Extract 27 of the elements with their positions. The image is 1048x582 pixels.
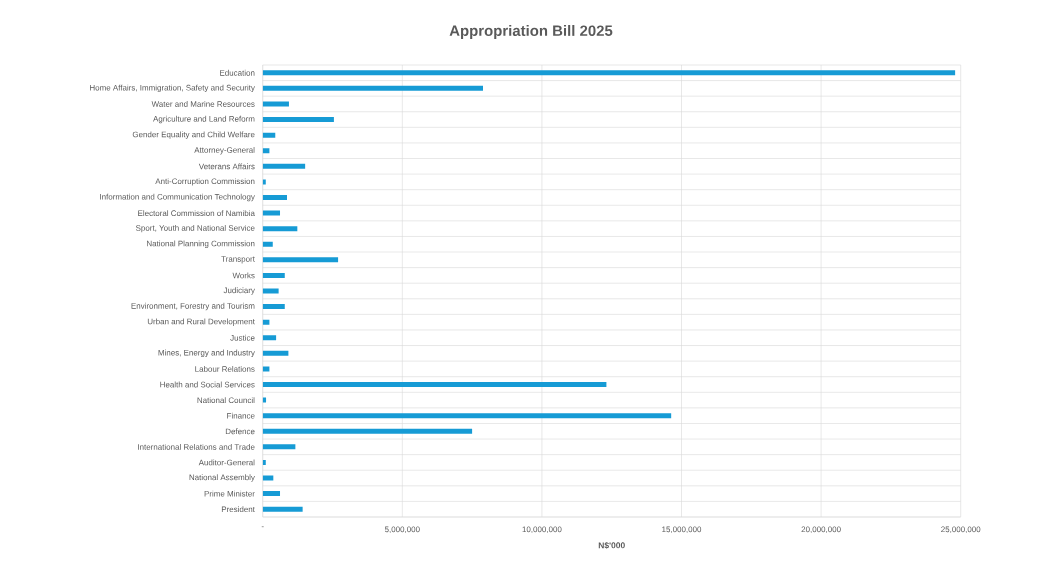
bar (262, 304, 285, 310)
bar (262, 272, 285, 278)
x-axis-title: N$'000 (598, 541, 625, 549)
bar (262, 226, 298, 232)
bar (262, 194, 287, 200)
bar (262, 382, 607, 388)
bar (262, 210, 281, 216)
bar (262, 70, 956, 76)
bar (262, 132, 276, 138)
bar (262, 288, 279, 294)
bar (262, 241, 273, 247)
chart-title: Appropriation Bill 2025 (449, 25, 613, 39)
bar (262, 444, 296, 450)
bar (262, 335, 277, 341)
bar (262, 117, 334, 123)
bar (262, 428, 473, 434)
bar (262, 413, 672, 419)
bar (262, 163, 306, 169)
bar (262, 350, 289, 356)
bar (262, 459, 266, 465)
bar (262, 179, 266, 185)
bar (262, 101, 289, 107)
bar (262, 257, 339, 263)
bar (262, 506, 303, 512)
bar (262, 491, 281, 497)
bar (262, 85, 483, 91)
bar (262, 475, 274, 481)
